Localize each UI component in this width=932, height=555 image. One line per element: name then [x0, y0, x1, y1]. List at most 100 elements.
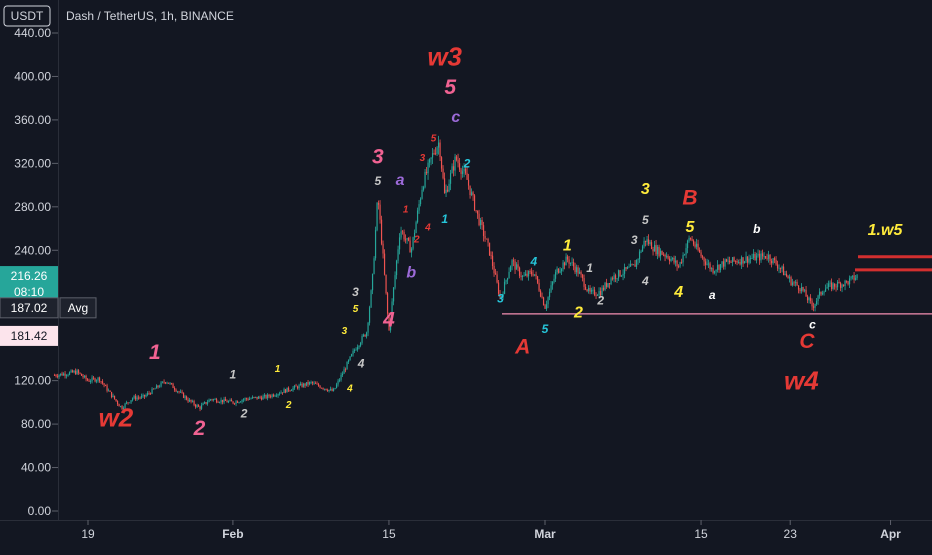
candle-body [616, 278, 618, 280]
candle-body [56, 376, 59, 378]
wave-label: 4 [382, 308, 395, 331]
candle-body [463, 168, 465, 172]
price-scale[interactable] [0, 0, 58, 520]
candle-body [382, 243, 384, 254]
candle-body [124, 403, 126, 409]
candle-body [448, 183, 450, 192]
candle-body [716, 264, 719, 270]
candle-body [211, 399, 213, 401]
candle-body [841, 284, 843, 288]
wave-label: 4 [641, 274, 649, 288]
candle-body [100, 381, 102, 383]
candle-body [670, 259, 672, 262]
candle-body [335, 384, 338, 388]
candle-body [601, 287, 603, 296]
candle-body [674, 260, 677, 263]
candle-body [373, 258, 375, 274]
candle-body [145, 394, 147, 397]
candle-body [368, 307, 371, 323]
candle-body [74, 371, 77, 375]
candle-body [187, 399, 189, 402]
currency-badge[interactable] [3, 5, 51, 27]
candle-body [742, 257, 744, 264]
candle-body [233, 403, 236, 405]
wave-label: 1 [230, 367, 237, 381]
candle-body [553, 278, 555, 282]
candle-body [53, 375, 56, 377]
candle-body [179, 391, 182, 393]
candle-body [104, 385, 107, 387]
bar-countdown: 08:10 [14, 285, 44, 299]
candle-body [328, 389, 330, 392]
x-tick-label: Apr [880, 527, 901, 541]
candle-body [583, 278, 585, 287]
candle-body [505, 280, 507, 282]
x-tick-label: 15 [382, 527, 396, 541]
candle-body [274, 395, 276, 397]
candle-body [800, 286, 803, 292]
candle-body [629, 264, 632, 267]
candle-body [260, 397, 263, 400]
last-price-value: 216.26 [11, 269, 48, 283]
candle-body [262, 396, 264, 400]
candle-body [127, 402, 129, 404]
candle-body [68, 372, 71, 375]
candle-body [379, 204, 381, 220]
candle-body [727, 260, 729, 262]
candle-body [649, 242, 651, 244]
candle-body [140, 395, 143, 398]
candle-body [191, 401, 194, 402]
candle-body [94, 378, 96, 382]
candle-body [290, 390, 293, 392]
wave-label: 5 [642, 213, 649, 227]
candle-body [805, 289, 807, 297]
symbol-title[interactable]: Dash / TetherUS, 1h, BINANCE [66, 9, 234, 23]
wave-label: 1 [149, 341, 161, 364]
candle-body [239, 401, 242, 403]
candle-body [289, 390, 291, 392]
candle-body [739, 262, 741, 265]
candle-body [164, 382, 167, 384]
candlestick-series [53, 135, 858, 412]
candle-body [122, 408, 125, 409]
x-tick-label: 23 [784, 527, 798, 541]
candle-body [838, 281, 840, 284]
candle-body [554, 272, 557, 279]
candle-body [680, 262, 683, 263]
candle-body [532, 274, 534, 276]
candle-body [79, 372, 81, 374]
candle-body [314, 382, 317, 384]
candle-body [592, 289, 594, 291]
candle-body [638, 251, 641, 260]
candle-body [229, 399, 231, 402]
candle-body [563, 262, 566, 266]
candle-body [806, 296, 809, 301]
avg-label-badge[interactable] [59, 297, 97, 319]
wave-label: 2 [193, 417, 206, 440]
candle-body [677, 266, 680, 267]
candle-body [679, 262, 681, 267]
candle-body [160, 382, 162, 387]
y-tick-label: 80.00 [21, 417, 51, 431]
candle-body [113, 395, 116, 400]
candle-body [685, 248, 687, 255]
candle-body [119, 406, 122, 407]
candle-body [730, 262, 732, 263]
candle-body [235, 401, 237, 404]
candle-body [493, 266, 495, 274]
candle-body [163, 381, 165, 383]
candle-body [655, 245, 657, 255]
candle-body [347, 360, 350, 363]
candle-body [131, 398, 134, 401]
candle-body [154, 388, 156, 390]
candle-body [833, 283, 836, 287]
wave-label: a [709, 288, 716, 302]
candle-body [782, 266, 785, 276]
candle-body [283, 389, 285, 393]
candle-body [533, 274, 536, 276]
candle-body [515, 264, 518, 270]
wave-label: 5 [374, 174, 381, 188]
candle-body [281, 392, 284, 394]
